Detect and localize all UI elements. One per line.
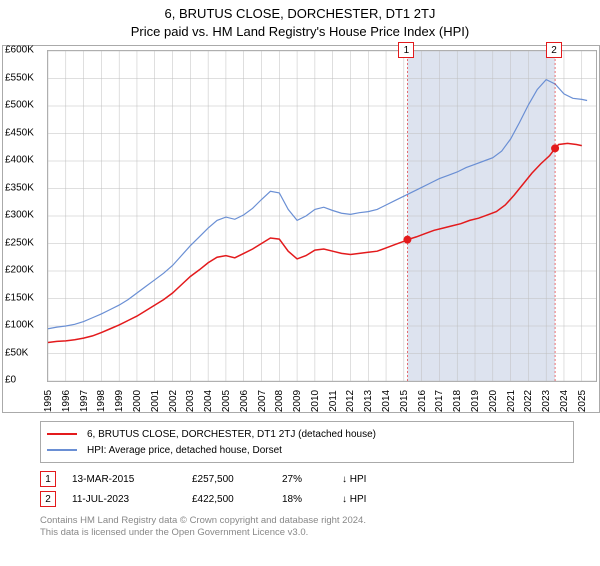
y-tick-label: £0 <box>5 375 16 386</box>
legend-label-2: HPI: Average price, detached house, Dors… <box>87 445 282 456</box>
x-tick-label: 1997 <box>79 390 90 412</box>
x-tick-label: 2025 <box>577 390 588 412</box>
y-tick-label: £600K <box>5 45 34 56</box>
x-tick-label: 2013 <box>363 390 374 412</box>
event-pct: 27% <box>282 474 342 485</box>
event-pct: 18% <box>282 494 342 505</box>
event-arrow: ↓ HPI <box>342 474 366 485</box>
event-marker: 1 <box>40 471 56 487</box>
y-axis: £0 £50K £100K £150K £200K £250K £300K £350K £400… <box>5 46 45 412</box>
legend-label-1: 6, BRUTUS CLOSE, DORCHESTER, DT1 2TJ (de… <box>87 429 376 440</box>
x-tick-label: 2018 <box>452 390 463 412</box>
x-tick-label: 2017 <box>434 390 445 412</box>
y-tick-label: £150K <box>5 292 34 303</box>
chart-subtitle: Price paid vs. HM Land Registry's House … <box>0 24 600 39</box>
event-price: £422,500 <box>192 494 282 505</box>
x-tick-label: 2023 <box>541 390 552 412</box>
x-tick-label: 2022 <box>523 390 534 412</box>
chart-event-marker: 2 <box>546 42 562 58</box>
x-tick-label: 2024 <box>559 390 570 412</box>
x-tick-label: 2005 <box>221 390 232 412</box>
x-tick-label: 2015 <box>399 390 410 412</box>
event-date: 11-JUL-2023 <box>72 494 192 505</box>
footer-line-1: Contains HM Land Registry data © Crown c… <box>40 515 570 527</box>
x-tick-label: 2007 <box>257 390 268 412</box>
footer-line-2: This data is licensed under the Open Gov… <box>40 527 570 539</box>
x-tick-label: 2001 <box>150 390 161 412</box>
y-tick-label: £50K <box>5 347 28 358</box>
chart-area: £0 £50K £100K £150K £200K £250K £300K £350K £400… <box>2 45 600 413</box>
plot-region <box>47 50 597 382</box>
x-tick-label: 1995 <box>43 390 54 412</box>
event-marker: 2 <box>40 491 56 507</box>
event-row: 2 11-JUL-2023£422,50018%↓ HPI <box>40 489 560 509</box>
chart-event-marker: 1 <box>398 42 414 58</box>
x-tick-label: 2016 <box>417 390 428 412</box>
x-tick-label: 2009 <box>292 390 303 412</box>
x-tick-label: 2003 <box>185 390 196 412</box>
chart-title: 6, BRUTUS CLOSE, DORCHESTER, DT1 2TJ <box>0 6 600 21</box>
legend-swatch-2 <box>47 449 77 451</box>
y-tick-label: £450K <box>5 127 34 138</box>
x-tick-label: 2000 <box>132 390 143 412</box>
events-table: 1 13-MAR-2015£257,50027%↓ HPI 2 11-JUL-2023… <box>40 469 560 509</box>
y-tick-label: £300K <box>5 210 34 221</box>
event-date: 13-MAR-2015 <box>72 474 192 485</box>
event-row: 1 13-MAR-2015£257,50027%↓ HPI <box>40 469 560 489</box>
x-tick-label: 2002 <box>168 390 179 412</box>
y-tick-label: £250K <box>5 237 34 248</box>
legend-swatch-1 <box>47 433 77 435</box>
x-tick-label: 2006 <box>239 390 250 412</box>
x-tick-label: 1999 <box>114 390 125 412</box>
x-tick-label: 2020 <box>488 390 499 412</box>
x-tick-label: 2004 <box>203 390 214 412</box>
y-tick-label: £100K <box>5 320 34 331</box>
y-tick-label: £400K <box>5 155 34 166</box>
footer: Contains HM Land Registry data © Crown c… <box>40 515 570 539</box>
x-tick-label: 2021 <box>506 390 517 412</box>
x-tick-label: 2014 <box>381 390 392 412</box>
x-axis: 1995199619971998199920002001200220032004… <box>47 382 597 412</box>
y-tick-label: £350K <box>5 182 34 193</box>
x-tick-label: 1996 <box>61 390 72 412</box>
x-tick-label: 2010 <box>310 390 321 412</box>
y-tick-label: £500K <box>5 100 34 111</box>
event-price: £257,500 <box>192 474 282 485</box>
y-tick-label: £200K <box>5 265 34 276</box>
x-tick-label: 2011 <box>328 390 339 412</box>
event-arrow: ↓ HPI <box>342 494 366 505</box>
x-tick-label: 2019 <box>470 390 481 412</box>
x-tick-label: 2008 <box>274 390 285 412</box>
x-tick-label: 2012 <box>345 390 356 412</box>
legend: 6, BRUTUS CLOSE, DORCHESTER, DT1 2TJ (de… <box>40 421 574 463</box>
y-tick-label: £550K <box>5 72 34 83</box>
x-tick-label: 1998 <box>96 390 107 412</box>
